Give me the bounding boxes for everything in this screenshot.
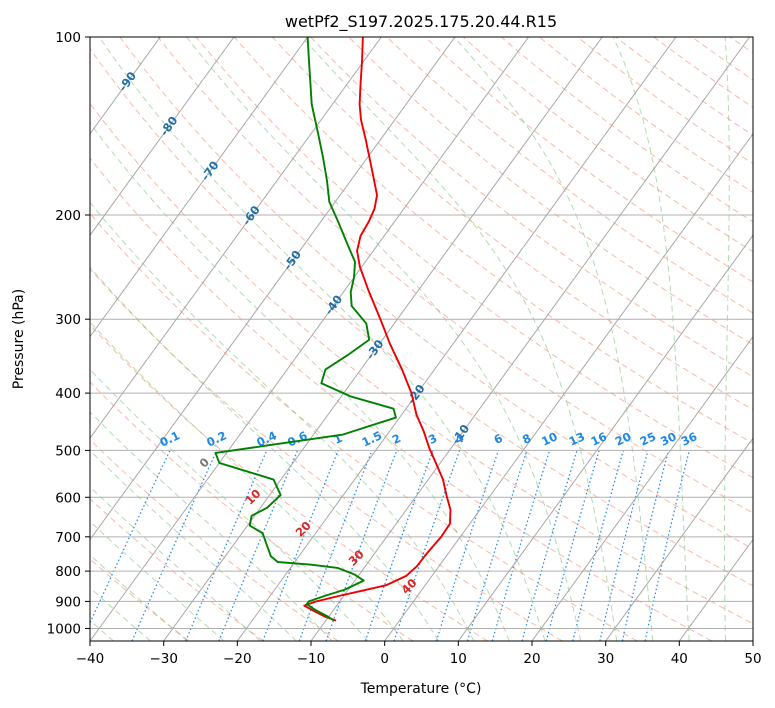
x-tick-label: −20 <box>223 651 252 667</box>
temperature-profile-line <box>303 37 452 622</box>
moist-adiabat-line <box>90 266 439 641</box>
dry-adiabat-line <box>90 157 712 641</box>
isotherm-line <box>605 437 753 641</box>
dewpoint-profile-line <box>214 37 397 622</box>
y-tick-label: 900 <box>55 594 81 610</box>
isotherms <box>90 37 753 641</box>
mixing-ratio-label: 30 <box>658 429 678 448</box>
moist-adiabat-line <box>90 122 510 641</box>
x-axis-label: Temperature (°C) <box>360 681 482 697</box>
moist-adiabat-line <box>90 321 404 641</box>
chart-title: wetPf2_S197.2025.175.20.44.R15 <box>285 12 557 32</box>
x-tick-label: 50 <box>744 651 761 667</box>
dry-adiabat-line <box>90 212 638 641</box>
y-tick-label: 200 <box>55 208 81 224</box>
mixing-ratio-line <box>218 450 299 641</box>
y-tick-label: 400 <box>55 386 81 402</box>
y-tick-label: 700 <box>55 530 81 546</box>
mixing-ratio-label: 25 <box>638 429 658 448</box>
moist-adiabat-line <box>90 201 475 641</box>
mixing-ratio-line <box>364 450 434 641</box>
isotherm-line <box>90 37 530 641</box>
dry-adiabat-line <box>195 37 753 479</box>
mixing-ratio-line <box>599 450 649 641</box>
moist-adiabat-line <box>98 37 546 641</box>
plot-area: -100-90-80-70-60-50-40-30-20-100.10.20.4… <box>90 37 753 641</box>
y-tick-label: 600 <box>55 490 81 506</box>
isotherm-line <box>310 37 751 641</box>
moist-adiabat-line <box>90 587 151 641</box>
moist-adiabat-line <box>723 37 730 641</box>
dry-adiabat-line <box>386 37 753 314</box>
dry-adiabat-line <box>424 37 753 283</box>
y-axis-label: Pressure (hPa) <box>11 289 27 389</box>
isotherm-line <box>90 37 235 237</box>
mixing-ratio-label: 13 <box>567 429 587 448</box>
isotherm-line <box>90 37 456 541</box>
x-tick-label: −40 <box>76 651 105 667</box>
mixing-ratio-line <box>466 450 528 641</box>
mixing-ratio-line <box>298 450 373 641</box>
mixing-ratio-line <box>185 450 268 641</box>
y-tick-label: 100 <box>55 30 81 46</box>
x-axis-ticks: −40 −30 −20 −10 0 10 20 30 40 50 <box>76 641 762 667</box>
isotherm-line <box>90 37 309 338</box>
isotherm-line <box>531 335 753 641</box>
y-tick-label: 300 <box>55 312 81 328</box>
isotherm-line <box>236 37 677 641</box>
y-tick-label: 500 <box>55 443 81 459</box>
x-tick-label: 40 <box>671 651 688 667</box>
y-axis-ticks: 100 200 300 400 500 600 700 800 900 1000 <box>47 30 90 638</box>
x-tick-label: −10 <box>297 651 326 667</box>
mixing-ratio-line <box>521 450 578 641</box>
plot-frame <box>89 36 754 642</box>
y-tick-label: 1000 <box>47 622 81 638</box>
x-tick-label: 20 <box>523 651 540 667</box>
mixing-ratio-label: 10 <box>539 429 559 448</box>
dry-adiabat-line <box>90 268 563 641</box>
dry-adiabat-line <box>119 37 753 550</box>
dry-adiabat-line <box>90 47 753 587</box>
isotherm-line <box>163 37 603 641</box>
x-tick-label: 30 <box>597 651 614 667</box>
isotherm-line <box>384 132 753 641</box>
isotherm-line <box>90 37 382 439</box>
dry-adiabat-line <box>233 37 753 444</box>
isotherm-line <box>678 538 753 641</box>
mixing-ratio-line <box>435 450 499 641</box>
moist-adiabat-line <box>612 37 690 641</box>
mixing-ratio-label: 20 <box>613 429 633 448</box>
isotherm-line <box>457 234 753 641</box>
dry-adiabat-line <box>90 102 753 625</box>
dry-adiabat-line <box>157 37 753 514</box>
moist-adiabat-line <box>90 411 333 641</box>
dry-adiabat-line <box>272 37 753 411</box>
mixing-ratio-line <box>262 450 339 641</box>
moist-adiabat-line <box>90 368 369 641</box>
pressure-gridlines <box>90 37 753 629</box>
moist-adiabats <box>90 37 730 641</box>
moist-adiabat-line <box>90 449 297 641</box>
dry-adiabats <box>90 37 753 641</box>
x-tick-label: 10 <box>450 651 467 667</box>
y-tick-label: 800 <box>55 564 81 580</box>
x-tick-label: 0 <box>380 651 389 667</box>
dry-adiabat-line <box>90 324 488 641</box>
mixing-ratio-label: 36 <box>679 429 699 448</box>
mixing-ratio-line <box>325 450 398 641</box>
moist-adiabat-line <box>453 37 654 641</box>
profiles <box>214 37 452 622</box>
moist-adiabat-line <box>301 37 618 641</box>
moist-adiabat-line <box>90 520 225 641</box>
moist-adiabat-line <box>90 486 261 641</box>
moist-adiabat-line <box>90 554 188 641</box>
mixing-ratio-line <box>545 450 600 641</box>
mixing-ratio-line <box>621 450 670 641</box>
mixing-ratio-line <box>572 450 624 641</box>
x-tick-label: −30 <box>149 651 178 667</box>
mixing-ratio-label: 16 <box>589 429 609 448</box>
